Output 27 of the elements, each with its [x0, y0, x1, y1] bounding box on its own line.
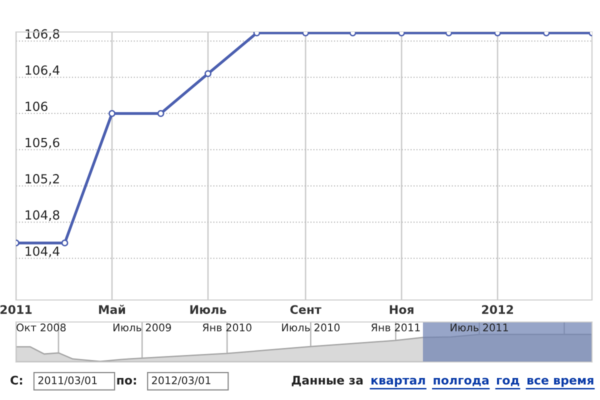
x-tick-label: Ноя [390, 305, 414, 314]
x-tick-label: Июль [190, 305, 226, 314]
y-tick-label: 106 [26, 102, 48, 112]
x-tick-label: Янв 2011 [371, 324, 420, 332]
text: 2011/03/01 [38, 376, 97, 386]
text: все время [527, 378, 594, 387]
text: 2012/03/01 [152, 376, 210, 386]
text: по: [117, 378, 136, 385]
text: полгода [434, 378, 489, 386]
x-tick-label: 2012 [482, 305, 513, 314]
y-tick-label: 106,4 [26, 65, 60, 76]
y-tick-label: 104,8 [26, 210, 60, 221]
y-tick-label: 105,6 [26, 138, 60, 149]
text: Данные за [292, 376, 363, 386]
x-tick-label: Окт 2008 [16, 324, 66, 332]
text: С: [10, 376, 22, 385]
text: год [496, 378, 520, 386]
x-tick-label: Май [99, 304, 125, 314]
x-tick-label: 2011 [0, 305, 32, 314]
y-tick-label: 104,4 [26, 246, 60, 258]
x-tick-label: Янв 2010 [202, 324, 252, 332]
x-tick-label: Июль 2010 [282, 324, 340, 332]
x-tick-label: Июль 2009 [114, 324, 171, 332]
text: квартал [371, 378, 425, 387]
y-tick-label: 105,2 [26, 174, 59, 185]
x-tick-label: Сент [290, 305, 322, 314]
x-tick-label: Июль 2011 [450, 324, 508, 332]
